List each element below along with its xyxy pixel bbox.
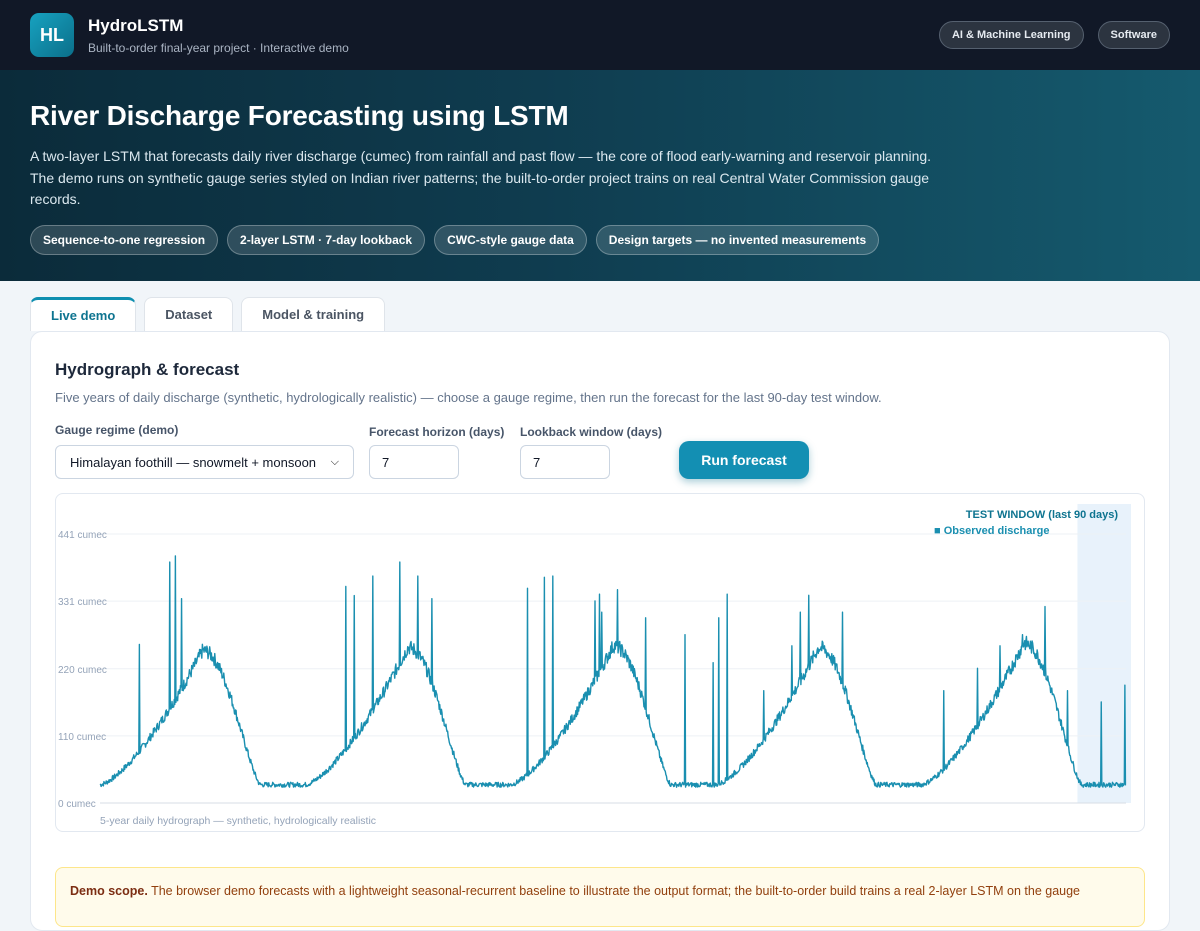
panel-title: Hydrograph & forecast	[55, 360, 240, 379]
tag-ai-ml[interactable]: AI & Machine Learning	[938, 21, 1084, 49]
tab-dataset[interactable]: Dataset	[144, 297, 234, 331]
y-tick-label: 110 cumec	[58, 732, 106, 743]
forecast-horizon-input[interactable]: 7	[369, 445, 459, 479]
y-tick-label: 220 cumec	[58, 665, 107, 676]
app-name: HydroLSTM	[88, 15, 184, 35]
observed-discharge-line	[99, 555, 1127, 788]
tab-live-demo[interactable]: Live demo	[30, 297, 137, 331]
x-axis-caption: 5-year daily hydrograph — synthetic, hyd…	[100, 815, 376, 827]
page-title: River Discharge Forecasting using LSTM	[30, 100, 569, 131]
tag-software[interactable]: Software	[1097, 21, 1170, 49]
hydrograph-svg: 441 cumec 331 cumec 220 cumec 110 cumec 0 cu…	[58, 504, 1131, 827]
brand: HydroLSTM Built-to-order final-year proj…	[88, 16, 349, 55]
note-text: The browser demo forecasts with a lightw…	[151, 884, 1081, 898]
chevron-down-icon: ⌵	[330, 455, 339, 468]
tab-bar: Live demo Dataset Model & training	[30, 297, 386, 331]
lookback-label: Lookback window (days)	[520, 425, 663, 439]
test-window-band	[1077, 504, 1131, 803]
lookback-window-input[interactable]: 7	[520, 445, 610, 479]
chip-lstm: 2-layer LSTM · 7-day lookback	[227, 224, 426, 255]
run-forecast-button[interactable]: Run forecast	[679, 441, 809, 479]
chip-regression: Sequence-to-one regression	[30, 224, 219, 255]
note-label: Demo scope.	[70, 884, 148, 898]
panel-subtitle: Five years of daily discharge (synthetic…	[55, 390, 882, 405]
chip-gauge-data: CWC-style gauge data	[434, 224, 587, 255]
app-logo: HL	[30, 13, 74, 57]
hero-section: River Discharge Forecasting using LSTM A…	[0, 70, 1200, 281]
app-subtitle: Built-to-order final-year project · Inte…	[88, 40, 349, 55]
test-window-label: TEST WINDOW (last 90 days)	[966, 509, 1119, 521]
gauge-regime-select[interactable]: Himalayan foothill — snowmelt + monsoon …	[55, 445, 354, 479]
chip-design-targets: Design targets — no invented measurement…	[595, 224, 880, 255]
feature-chips: Sequence-to-one regression 2-layer LSTM …	[30, 224, 1170, 255]
regime-label: Gauge regime (demo)	[55, 423, 179, 437]
hydrograph-chart: 441 cumec 331 cumec 220 cumec 110 cumec 0 cu…	[55, 493, 1145, 832]
demo-panel: Hydrograph & forecast Five years of dail…	[30, 331, 1170, 931]
horizon-label: Forecast horizon (days)	[369, 425, 505, 439]
tab-model-training[interactable]: Model & training	[241, 297, 386, 331]
chart-gridlines	[100, 533, 1126, 804]
legend-observed: ■ Observed discharge	[934, 525, 1049, 537]
demo-scope-note: Demo scope. The browser demo forecasts w…	[55, 867, 1145, 927]
y-tick-label: 331 cumec	[58, 597, 107, 608]
page-description: A two-layer LSTM that forecasts daily ri…	[30, 148, 932, 207]
y-tick-label: 441 cumec	[58, 530, 107, 541]
top-bar: HL HydroLSTM Built-to-order final-year p…	[0, 0, 1200, 70]
y-tick-label: 0 cumec	[58, 799, 96, 810]
category-tags: AI & Machine Learning Software	[938, 21, 1170, 49]
gauge-regime-value: Himalayan foothill — snowmelt + monsoon	[70, 454, 317, 470]
